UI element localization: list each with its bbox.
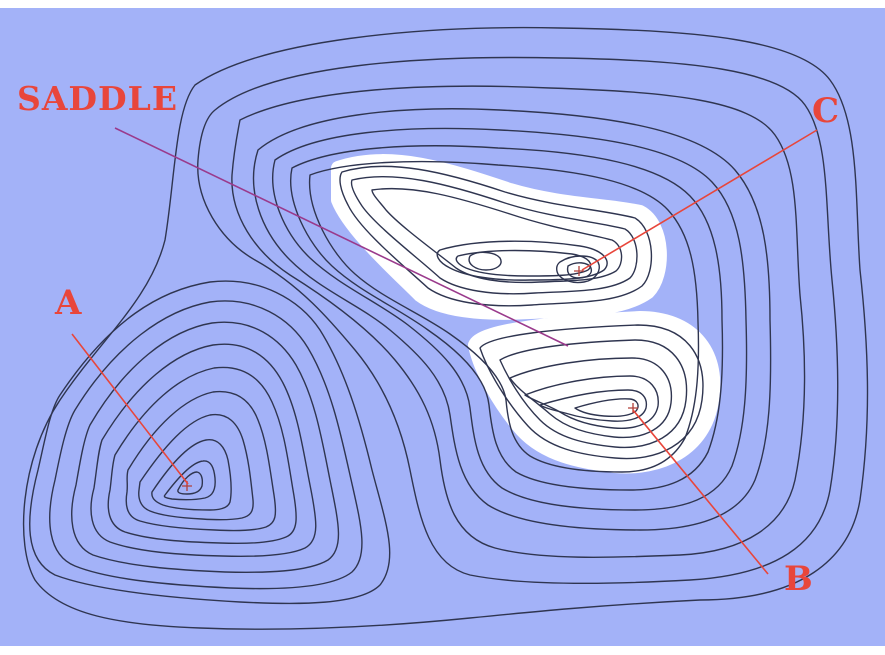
contour-a-3: [71, 321, 340, 573]
contour-outer-3: [231, 85, 806, 558]
contour-bc-3: [290, 145, 724, 491]
contour-a-4: [90, 343, 317, 558]
contour-c-3: [371, 187, 623, 284]
contour-c-5: [455, 249, 592, 277]
contour-a-10: [177, 471, 204, 495]
contour-c-2: [350, 175, 638, 295]
contour-a-7: [138, 413, 254, 521]
contour-a-1: [29, 280, 391, 605]
peak-marker-c: [574, 266, 584, 276]
contour-a-6: [125, 390, 277, 532]
contour-c-knoll: [468, 251, 502, 271]
label-peak-a: A: [54, 283, 82, 323]
contour-bc-1: [252, 108, 772, 531]
contour-bc-4: [308, 160, 700, 473]
peak-marker-b: [628, 403, 638, 413]
pointer-line-c: [581, 129, 818, 271]
pointer-line-a: [71, 333, 189, 485]
bottom-margin: [0, 646, 885, 655]
contour-outer-2: [197, 56, 839, 584]
contour-outer-1: [22, 26, 869, 630]
contour-c-6: [555, 255, 600, 284]
contour-b-1: [479, 324, 704, 460]
contour-b-6: [574, 398, 639, 418]
contour-c-7: [566, 262, 593, 279]
contour-b-2: [499, 339, 688, 449]
pointer-line-b: [632, 409, 769, 575]
contour-a-8: [151, 439, 232, 511]
pointer-line-saddle: [114, 127, 569, 347]
contour-c-1: [339, 165, 653, 307]
contour-a-2: [49, 300, 363, 590]
contour-b-3: [509, 357, 673, 439]
contour-bc-2: [272, 127, 748, 511]
contour-a-9: [163, 460, 216, 501]
label-peak-b: B: [784, 559, 814, 599]
top-margin: [0, 0, 885, 8]
label-saddle: SADDLE: [17, 79, 178, 118]
label-peak-c: C: [812, 91, 840, 131]
contour-a-5: [107, 366, 297, 545]
